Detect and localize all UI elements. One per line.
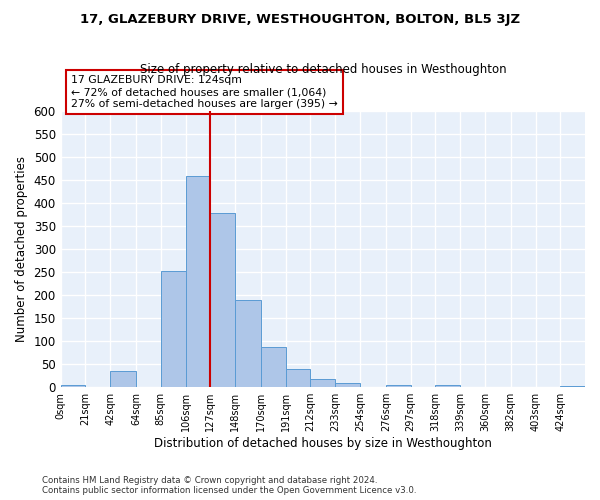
Text: 17, GLAZEBURY DRIVE, WESTHOUGHTON, BOLTON, BL5 3JZ: 17, GLAZEBURY DRIVE, WESTHOUGHTON, BOLTO… [80,12,520,26]
Bar [261,347,286,387]
Bar [235,300,261,387]
Text: Contains HM Land Registry data © Crown copyright and database right 2024.
Contai: Contains HM Land Registry data © Crown c… [42,476,416,495]
Title: Size of property relative to detached houses in Westhoughton: Size of property relative to detached ho… [140,62,506,76]
Bar [560,386,585,387]
Bar [185,176,211,387]
Bar [110,371,136,387]
Bar [310,379,335,387]
Bar [386,385,410,387]
Text: 17 GLAZEBURY DRIVE: 124sqm
← 72% of detached houses are smaller (1,064)
27% of s: 17 GLAZEBURY DRIVE: 124sqm ← 72% of deta… [71,76,338,108]
Bar [161,272,185,387]
Bar [286,369,310,387]
Bar [211,212,235,387]
X-axis label: Distribution of detached houses by size in Westhoughton: Distribution of detached houses by size … [154,437,492,450]
Bar [436,385,460,387]
Y-axis label: Number of detached properties: Number of detached properties [15,156,28,342]
Bar [61,385,85,387]
Bar [335,382,360,387]
